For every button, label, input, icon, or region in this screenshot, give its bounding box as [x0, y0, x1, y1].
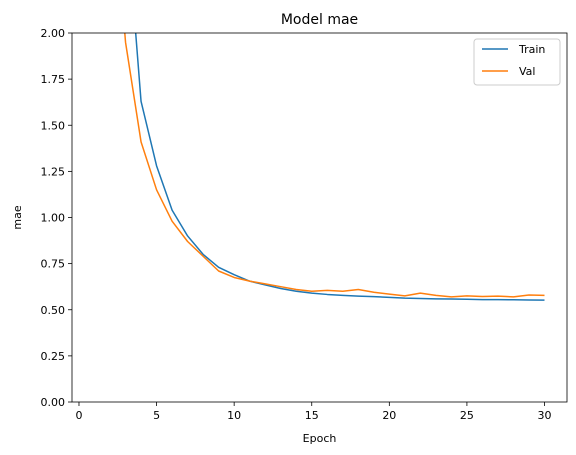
x-tick-label: 10 — [227, 409, 241, 422]
y-tick-label: 1.00 — [41, 212, 66, 225]
y-tick-label: 0.00 — [41, 396, 66, 409]
y-tick-label: 1.50 — [41, 119, 66, 132]
x-tick-label: 5 — [153, 409, 160, 422]
y-tick-label: 0.50 — [41, 304, 66, 317]
y-axis-ticks: 0.00 0.25 0.50 0.75 1.00 1.25 1.50 1.75 2.00 — [41, 27, 72, 409]
x-tick-label: 0 — [75, 409, 82, 422]
series-layer — [124, 33, 545, 301]
series-line-val — [124, 33, 545, 298]
series-line-train — [134, 33, 545, 301]
x-axis-label: Epoch — [303, 432, 337, 445]
legend-label-train: Train — [518, 43, 545, 56]
y-tick-label: 1.75 — [41, 73, 66, 86]
x-axis-ticks: 0 5 10 15 20 25 30 — [75, 402, 552, 422]
y-tick-label: 0.25 — [41, 350, 66, 363]
y-axis-label: mae — [11, 205, 24, 229]
legend-box — [473, 38, 561, 86]
chart-title: Model mae — [281, 12, 358, 28]
x-tick-label: 30 — [538, 409, 552, 422]
x-tick-label: 25 — [460, 409, 474, 422]
x-tick-label: 15 — [305, 409, 319, 422]
legend-label-val: Val — [519, 65, 535, 78]
y-tick-label: 0.75 — [41, 258, 66, 271]
legend: Train Val — [473, 38, 561, 86]
x-tick-label: 20 — [382, 409, 396, 422]
y-tick-label: 1.25 — [41, 165, 66, 178]
y-tick-label: 2.00 — [41, 27, 66, 40]
